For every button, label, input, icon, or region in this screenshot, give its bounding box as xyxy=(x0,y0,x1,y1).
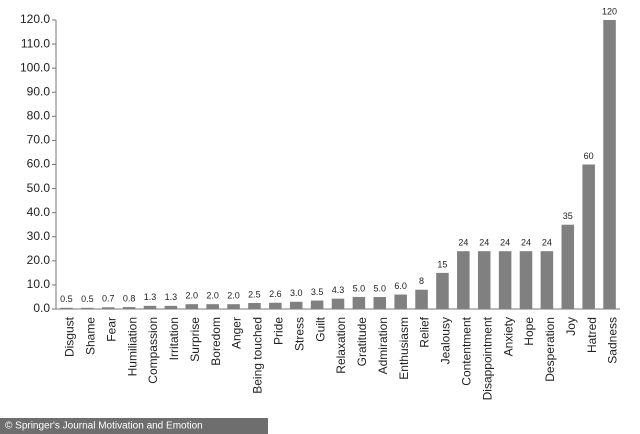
value-label: 24 xyxy=(500,238,510,248)
bar xyxy=(310,300,324,309)
x-tick-label: Irritation xyxy=(167,317,181,360)
x-tick-label: Hatred xyxy=(585,317,599,353)
x-tick-label: Humiliation xyxy=(125,317,139,376)
y-tick-label: 60.0 xyxy=(27,157,51,171)
x-tick-label: Contentment xyxy=(460,316,474,385)
source: © Springer's Journal Motivation and Emot… xyxy=(5,421,203,432)
bar xyxy=(227,304,240,309)
bar xyxy=(519,251,533,309)
value-label: 5.0 xyxy=(374,283,387,293)
value-label: 0.8 xyxy=(123,293,136,303)
source-background xyxy=(0,418,268,434)
bar xyxy=(477,251,491,309)
bar xyxy=(206,304,219,309)
y-tick-label: 50.0 xyxy=(27,181,51,195)
x-tick-label: Being touched xyxy=(251,317,265,394)
y-tick-label: 20.0 xyxy=(27,253,51,267)
y-tick-label: 120.0 xyxy=(20,12,50,26)
value-label: 24 xyxy=(521,238,531,248)
y-tick-label: 100.0 xyxy=(20,60,50,74)
bar xyxy=(289,301,303,309)
value-label: 8 xyxy=(419,276,424,286)
x-tick-label: Jealousy xyxy=(439,317,453,364)
x-tick-label: Disappointment xyxy=(480,316,494,400)
x-tick-label: Sadness xyxy=(606,317,620,364)
value-label: 6.0 xyxy=(394,281,407,291)
bar xyxy=(582,164,595,309)
x-tick-label: Gratitude xyxy=(355,317,369,367)
x-tick-label: Stress xyxy=(292,317,306,351)
x-tick-label: Hope xyxy=(522,317,536,346)
bar xyxy=(415,289,428,309)
value-label: 3.0 xyxy=(290,288,303,298)
x-tick-label: Relaxation xyxy=(334,317,348,374)
value-label: 0.7 xyxy=(102,294,115,304)
x-tick-label: Enthusiasm xyxy=(397,317,411,380)
y-tick-label: 110.0 xyxy=(21,36,50,50)
value-label: 24 xyxy=(458,238,468,248)
value-label: 2.0 xyxy=(227,291,240,301)
value-label: 2.0 xyxy=(206,291,219,301)
value-label: 15 xyxy=(437,259,447,269)
bar xyxy=(60,307,73,309)
y-tick-label: 90.0 xyxy=(27,84,51,98)
y-tick-label: 30.0 xyxy=(27,229,51,243)
x-tick-label: Relief xyxy=(418,316,432,347)
bar xyxy=(457,251,470,309)
value-label: 1.3 xyxy=(144,292,157,302)
value-label: 120 xyxy=(602,6,617,16)
x-tick-label: Anxiety xyxy=(501,317,515,356)
x-tick-label: Surprise xyxy=(188,317,202,362)
bar xyxy=(331,298,345,309)
bar xyxy=(436,272,449,309)
bar xyxy=(561,224,575,309)
bar xyxy=(352,296,366,309)
value-label: 5.0 xyxy=(353,283,366,293)
x-tick-label: Shame xyxy=(84,317,98,355)
value-label: 2.0 xyxy=(186,291,199,301)
y-tick-label: 70.0 xyxy=(27,133,51,147)
value-label: 0.5 xyxy=(60,294,73,304)
x-tick-label: Guilt xyxy=(313,316,327,341)
value-label: 2.5 xyxy=(248,289,261,299)
x-tick-label: Joy xyxy=(564,317,578,336)
value-label: 0.5 xyxy=(81,294,94,304)
bar xyxy=(373,296,387,309)
x-tick-label: Fear xyxy=(104,317,118,342)
x-tick-label: Desperation xyxy=(543,317,557,382)
value-label: 1.3 xyxy=(165,292,178,302)
bar xyxy=(394,294,407,309)
y-tick-label: 10.0 xyxy=(27,277,51,291)
y-tick-label: 80.0 xyxy=(27,109,51,123)
bar xyxy=(269,302,282,309)
bar xyxy=(540,251,554,309)
value-label: 24 xyxy=(542,238,552,248)
bar xyxy=(185,304,199,309)
value-label: 24 xyxy=(479,238,489,248)
x-tick-label: Pride xyxy=(272,317,286,345)
x-tick-label: Disgust xyxy=(63,316,77,357)
value-label: 2.6 xyxy=(269,289,282,299)
x-tick-label: Boredom xyxy=(209,317,223,366)
bar xyxy=(101,307,115,309)
x-tick-label: Admiration xyxy=(376,317,390,374)
x-tick-label: Anger xyxy=(230,317,244,349)
bar xyxy=(164,305,178,309)
x-tick-label: Compassion xyxy=(146,317,160,384)
y-tick-label: 40.0 xyxy=(27,205,51,219)
bar xyxy=(248,302,261,309)
value-label: 35 xyxy=(563,211,573,221)
y-tick-label: 0.0 xyxy=(33,301,50,315)
value-label: 3.5 xyxy=(311,287,324,297)
bar xyxy=(603,20,616,309)
bar xyxy=(81,307,94,309)
bar xyxy=(122,307,136,309)
bar xyxy=(498,251,512,309)
value-label: 4.3 xyxy=(332,285,345,295)
bar xyxy=(143,305,157,309)
value-label: 60 xyxy=(584,151,594,161)
